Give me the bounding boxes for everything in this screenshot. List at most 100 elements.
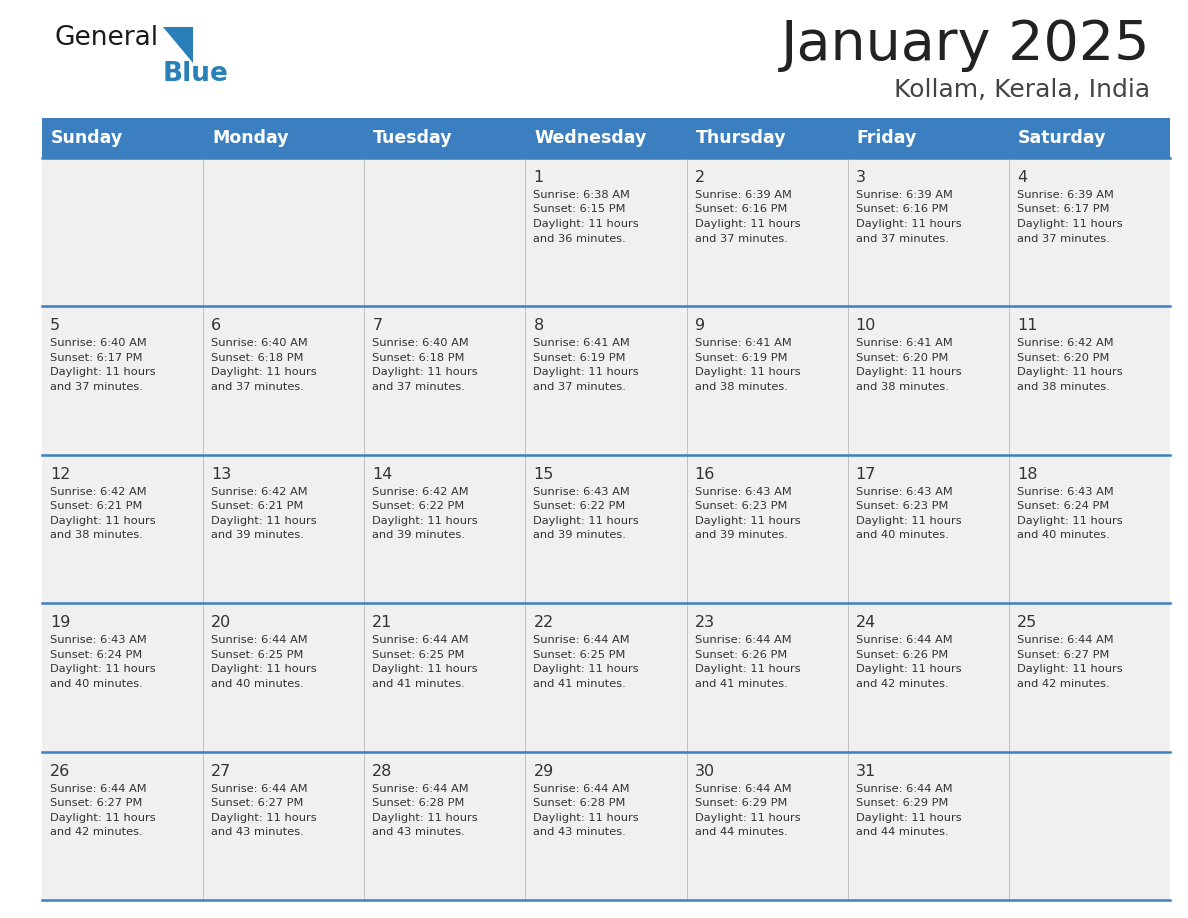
Text: Sunset: 6:24 PM: Sunset: 6:24 PM (1017, 501, 1110, 511)
Bar (42, 158, 1170, 307)
Text: Sunset: 6:25 PM: Sunset: 6:25 PM (211, 650, 303, 660)
Text: General: General (55, 25, 159, 51)
Text: and 42 minutes.: and 42 minutes. (1017, 678, 1110, 688)
Text: Sunrise: 6:41 AM: Sunrise: 6:41 AM (695, 339, 791, 349)
Text: Sunrise: 6:38 AM: Sunrise: 6:38 AM (533, 190, 631, 200)
Text: and 43 minutes.: and 43 minutes. (533, 827, 626, 837)
Text: Daylight: 11 hours: Daylight: 11 hours (533, 219, 639, 229)
Text: and 38 minutes.: and 38 minutes. (855, 382, 948, 392)
Text: and 37 minutes.: and 37 minutes. (1017, 233, 1110, 243)
Text: and 37 minutes.: and 37 minutes. (695, 233, 788, 243)
Text: Sunset: 6:19 PM: Sunset: 6:19 PM (533, 353, 626, 363)
Text: Sunrise: 6:39 AM: Sunrise: 6:39 AM (855, 190, 953, 200)
Text: 31: 31 (855, 764, 876, 778)
Text: 28: 28 (372, 764, 393, 778)
Bar (42, 307, 1170, 454)
Text: Sunrise: 6:44 AM: Sunrise: 6:44 AM (695, 635, 791, 645)
Text: Sunset: 6:22 PM: Sunset: 6:22 PM (533, 501, 626, 511)
Text: Daylight: 11 hours: Daylight: 11 hours (50, 665, 156, 674)
Text: 29: 29 (533, 764, 554, 778)
Text: Daylight: 11 hours: Daylight: 11 hours (855, 367, 961, 377)
Text: Sunrise: 6:44 AM: Sunrise: 6:44 AM (50, 784, 146, 793)
Text: and 39 minutes.: and 39 minutes. (211, 531, 304, 541)
Text: Sunrise: 6:43 AM: Sunrise: 6:43 AM (50, 635, 147, 645)
Text: Sunrise: 6:43 AM: Sunrise: 6:43 AM (855, 487, 953, 497)
Text: Daylight: 11 hours: Daylight: 11 hours (1017, 665, 1123, 674)
Text: Daylight: 11 hours: Daylight: 11 hours (855, 516, 961, 526)
Text: Sunrise: 6:44 AM: Sunrise: 6:44 AM (372, 635, 469, 645)
Text: Sunset: 6:27 PM: Sunset: 6:27 PM (211, 798, 303, 808)
Text: Daylight: 11 hours: Daylight: 11 hours (211, 516, 317, 526)
Text: Sunrise: 6:44 AM: Sunrise: 6:44 AM (855, 784, 953, 793)
Text: Daylight: 11 hours: Daylight: 11 hours (695, 812, 801, 823)
Text: 2: 2 (695, 170, 704, 185)
Text: and 43 minutes.: and 43 minutes. (372, 827, 465, 837)
Text: Sunset: 6:18 PM: Sunset: 6:18 PM (211, 353, 304, 363)
Text: Sunrise: 6:39 AM: Sunrise: 6:39 AM (695, 190, 791, 200)
Text: and 41 minutes.: and 41 minutes. (533, 678, 626, 688)
Text: Sunset: 6:23 PM: Sunset: 6:23 PM (855, 501, 948, 511)
Text: Sunrise: 6:43 AM: Sunrise: 6:43 AM (533, 487, 630, 497)
Text: Sunset: 6:26 PM: Sunset: 6:26 PM (695, 650, 786, 660)
Text: and 44 minutes.: and 44 minutes. (695, 827, 788, 837)
Text: and 40 minutes.: and 40 minutes. (50, 678, 143, 688)
Text: Sunset: 6:28 PM: Sunset: 6:28 PM (372, 798, 465, 808)
Text: Sunset: 6:20 PM: Sunset: 6:20 PM (855, 353, 948, 363)
Text: Sunset: 6:16 PM: Sunset: 6:16 PM (695, 205, 786, 215)
Text: Sunrise: 6:42 AM: Sunrise: 6:42 AM (211, 487, 308, 497)
Text: and 40 minutes.: and 40 minutes. (1017, 531, 1110, 541)
Text: Daylight: 11 hours: Daylight: 11 hours (533, 516, 639, 526)
Text: Sunset: 6:25 PM: Sunset: 6:25 PM (372, 650, 465, 660)
Text: Daylight: 11 hours: Daylight: 11 hours (855, 665, 961, 674)
Text: Sunday: Sunday (51, 129, 124, 147)
Text: Daylight: 11 hours: Daylight: 11 hours (855, 812, 961, 823)
Text: 25: 25 (1017, 615, 1037, 630)
Text: 18: 18 (1017, 466, 1037, 482)
Text: Sunset: 6:17 PM: Sunset: 6:17 PM (1017, 205, 1110, 215)
Text: Sunset: 6:16 PM: Sunset: 6:16 PM (855, 205, 948, 215)
Text: 6: 6 (211, 319, 221, 333)
Text: and 38 minutes.: and 38 minutes. (50, 531, 143, 541)
Text: Sunset: 6:25 PM: Sunset: 6:25 PM (533, 650, 626, 660)
Text: 24: 24 (855, 615, 876, 630)
Text: Sunset: 6:17 PM: Sunset: 6:17 PM (50, 353, 143, 363)
Text: Wednesday: Wednesday (535, 129, 646, 147)
Text: Sunset: 6:18 PM: Sunset: 6:18 PM (372, 353, 465, 363)
Text: Sunrise: 6:44 AM: Sunrise: 6:44 AM (695, 784, 791, 793)
Text: Daylight: 11 hours: Daylight: 11 hours (372, 812, 478, 823)
Bar (42, 118, 1170, 158)
Text: Sunrise: 6:41 AM: Sunrise: 6:41 AM (533, 339, 630, 349)
Text: 8: 8 (533, 319, 544, 333)
Text: Sunrise: 6:41 AM: Sunrise: 6:41 AM (855, 339, 953, 349)
Text: Sunset: 6:22 PM: Sunset: 6:22 PM (372, 501, 465, 511)
Text: and 38 minutes.: and 38 minutes. (1017, 382, 1110, 392)
Text: Saturday: Saturday (1018, 129, 1106, 147)
Text: and 39 minutes.: and 39 minutes. (695, 531, 788, 541)
Text: Sunrise: 6:40 AM: Sunrise: 6:40 AM (211, 339, 308, 349)
Text: Sunrise: 6:44 AM: Sunrise: 6:44 AM (533, 635, 630, 645)
Text: and 44 minutes.: and 44 minutes. (855, 827, 948, 837)
Text: Sunrise: 6:44 AM: Sunrise: 6:44 AM (372, 784, 469, 793)
Text: Monday: Monday (213, 129, 289, 147)
Text: Daylight: 11 hours: Daylight: 11 hours (1017, 516, 1123, 526)
Bar (42, 752, 1170, 900)
Text: Sunrise: 6:44 AM: Sunrise: 6:44 AM (211, 784, 308, 793)
Text: Sunrise: 6:44 AM: Sunrise: 6:44 AM (855, 635, 953, 645)
Text: Sunset: 6:21 PM: Sunset: 6:21 PM (50, 501, 143, 511)
Text: Daylight: 11 hours: Daylight: 11 hours (1017, 219, 1123, 229)
Text: 26: 26 (50, 764, 70, 778)
Text: Daylight: 11 hours: Daylight: 11 hours (695, 219, 801, 229)
Text: Daylight: 11 hours: Daylight: 11 hours (211, 812, 317, 823)
Text: Daylight: 11 hours: Daylight: 11 hours (211, 367, 317, 377)
Text: Sunset: 6:28 PM: Sunset: 6:28 PM (533, 798, 626, 808)
Text: Daylight: 11 hours: Daylight: 11 hours (533, 665, 639, 674)
Text: 4: 4 (1017, 170, 1026, 185)
Text: Sunrise: 6:44 AM: Sunrise: 6:44 AM (1017, 635, 1113, 645)
Text: Friday: Friday (857, 129, 917, 147)
Text: Sunset: 6:21 PM: Sunset: 6:21 PM (211, 501, 303, 511)
Text: Daylight: 11 hours: Daylight: 11 hours (533, 812, 639, 823)
Text: Daylight: 11 hours: Daylight: 11 hours (211, 665, 317, 674)
Text: 3: 3 (855, 170, 866, 185)
Text: 12: 12 (50, 466, 70, 482)
Text: and 41 minutes.: and 41 minutes. (372, 678, 465, 688)
